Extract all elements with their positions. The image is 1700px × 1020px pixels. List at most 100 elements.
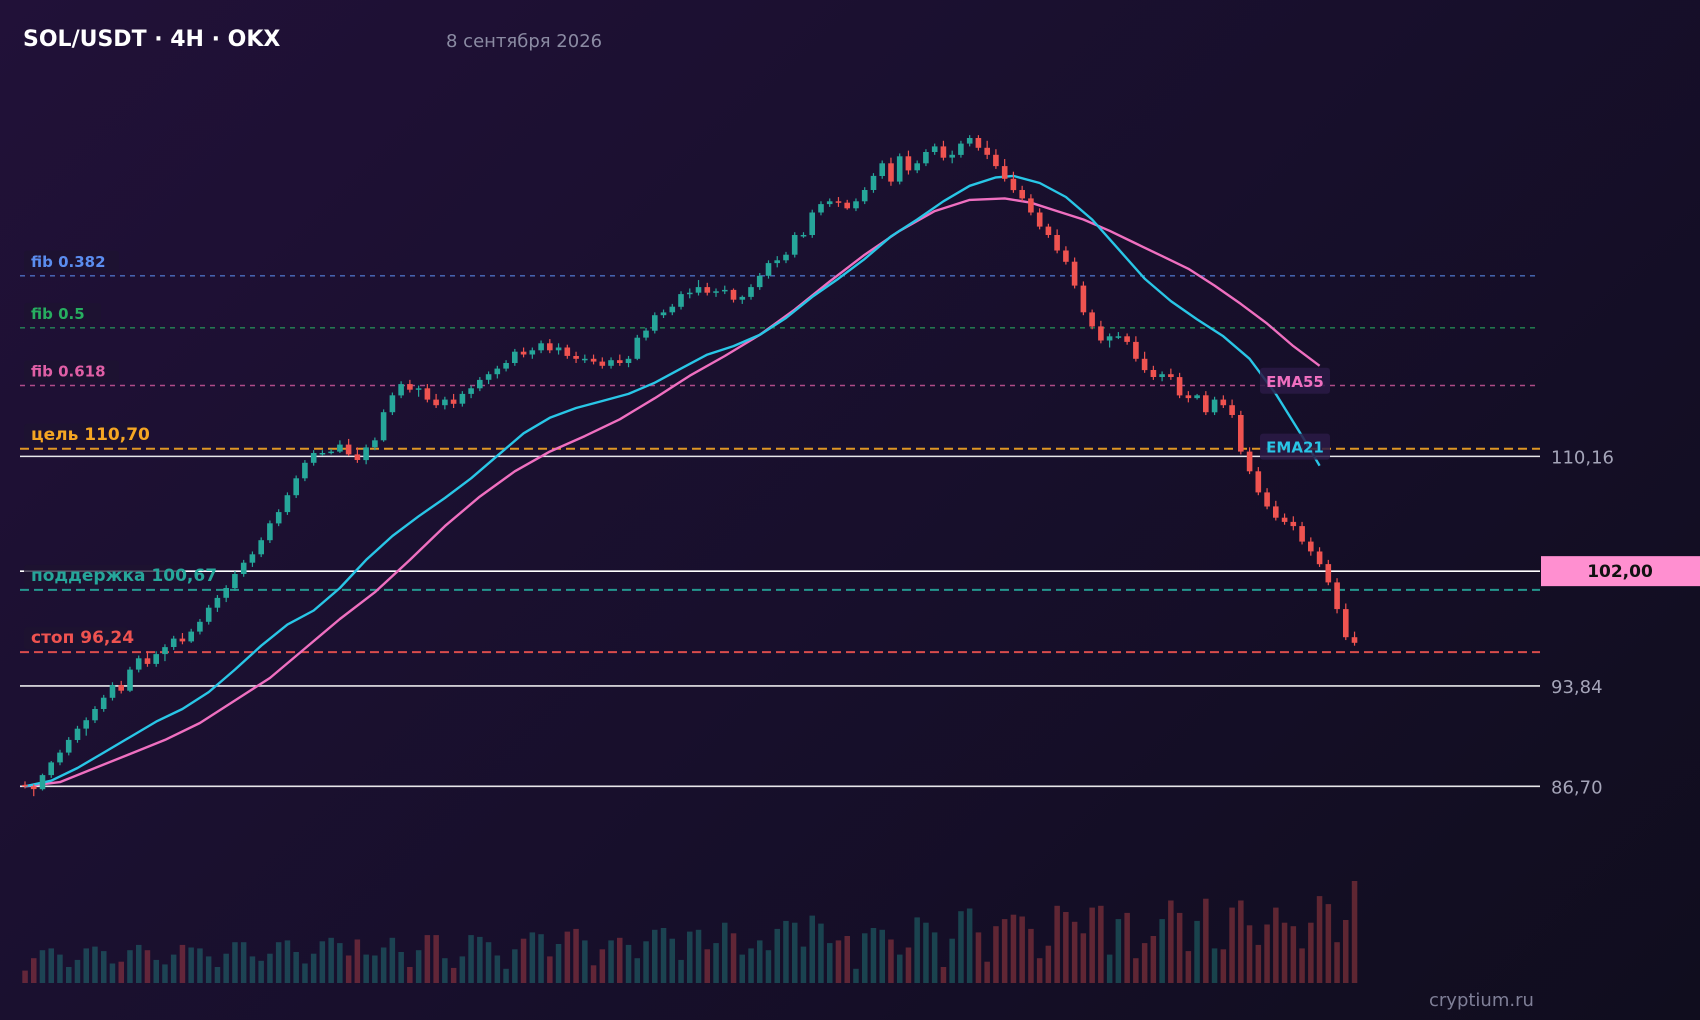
candle-body xyxy=(477,379,483,389)
candle-body xyxy=(258,540,264,555)
volume-bar xyxy=(966,908,973,983)
candle-body xyxy=(468,388,474,394)
volume-bar xyxy=(862,933,868,983)
volume-bar xyxy=(66,967,72,983)
candle-body xyxy=(923,152,929,164)
volume-bar xyxy=(319,941,326,983)
volume-bar xyxy=(162,964,168,983)
volume-bar xyxy=(1028,928,1034,983)
volume-bar xyxy=(547,956,553,983)
volume-bar xyxy=(669,938,675,983)
volume-bar xyxy=(494,955,501,983)
candle-body xyxy=(363,447,369,461)
volume-bar xyxy=(529,932,536,983)
candle-body xyxy=(1273,506,1279,518)
candle-body xyxy=(958,143,964,155)
candle-body xyxy=(1185,395,1192,399)
candle-body xyxy=(1054,235,1060,251)
volume-bar xyxy=(354,939,361,983)
volume-bar xyxy=(1273,907,1279,983)
volume-bar xyxy=(127,950,133,983)
candle-body xyxy=(319,453,326,455)
candle-body xyxy=(643,330,649,338)
volume-bar xyxy=(765,950,772,983)
volume-bar xyxy=(1036,958,1043,983)
candle-body xyxy=(984,147,990,155)
volume-bar xyxy=(1299,948,1305,983)
volume-bar xyxy=(695,929,702,983)
volume-bar xyxy=(993,926,999,983)
candle-body xyxy=(695,287,702,293)
volume-bar xyxy=(101,951,107,983)
volume-bar xyxy=(57,954,63,983)
volume-bar xyxy=(109,963,116,983)
candle-body xyxy=(188,631,194,642)
candle-body xyxy=(949,154,955,158)
candle-body xyxy=(520,351,527,355)
volume-bar xyxy=(1098,905,1104,983)
chart-title: SOL/USDT · 4H · OKX xyxy=(23,27,281,52)
candle-body xyxy=(625,358,632,363)
level-label-support: поддержка 100,67 xyxy=(31,566,217,586)
candle-body xyxy=(109,685,116,698)
candle-body xyxy=(1325,564,1332,583)
candle-body xyxy=(22,784,28,787)
candles xyxy=(22,135,1358,797)
candle-body xyxy=(888,163,894,182)
candle-body xyxy=(442,399,448,406)
candle-body xyxy=(617,360,623,363)
candle-body xyxy=(494,368,501,375)
candle-body xyxy=(240,562,247,574)
candle-body xyxy=(153,654,159,664)
ema55-label-bg xyxy=(1260,367,1330,394)
volume-bar xyxy=(503,968,509,983)
candle-body xyxy=(1071,261,1078,286)
level-label-fib_0382: fib 0.382 xyxy=(31,253,106,271)
volume-bar xyxy=(809,915,815,983)
candle-body xyxy=(547,343,553,351)
candle-body xyxy=(905,156,912,171)
candle-body xyxy=(564,347,571,356)
candle-body xyxy=(407,384,413,390)
candle-body xyxy=(223,588,229,598)
level-labels: fib 0.382 fib 0.5 fib 0.618 цель 110,70 подд… xyxy=(24,250,1330,650)
volume-bar xyxy=(258,960,264,983)
volume-bar xyxy=(905,947,912,983)
candle-body xyxy=(791,235,798,255)
candle-body xyxy=(337,444,343,452)
candle-body xyxy=(879,163,885,176)
volume-bar xyxy=(1203,898,1209,983)
candle-body xyxy=(345,444,352,455)
ema55-label: EMA55 xyxy=(1266,373,1324,391)
volume-bar xyxy=(170,954,177,983)
volume-bar xyxy=(1019,916,1025,983)
candle-body xyxy=(774,260,780,264)
current-price-tag xyxy=(1541,556,1700,587)
candle-body xyxy=(39,775,46,790)
volume-bar xyxy=(1080,933,1087,983)
volume-bar xyxy=(477,936,483,983)
candle-body xyxy=(1168,374,1174,377)
candle-body xyxy=(74,728,81,740)
candle-body xyxy=(1334,582,1340,610)
volume-bar xyxy=(48,948,54,983)
candle-body xyxy=(853,201,859,209)
candle-body xyxy=(1080,285,1087,313)
volume-bar xyxy=(1159,919,1165,983)
candle-body xyxy=(529,350,536,355)
ema-lines xyxy=(24,174,1321,788)
volume-bar xyxy=(827,943,833,983)
candle-body xyxy=(503,363,509,369)
volume-bar xyxy=(1211,948,1218,983)
candle-body xyxy=(1028,198,1034,213)
volume-bar xyxy=(870,928,877,983)
volume-bar xyxy=(153,959,159,983)
ema21-line xyxy=(24,174,1321,788)
volume-bar xyxy=(1150,936,1157,983)
volume-bar xyxy=(407,967,413,983)
volume-bar xyxy=(555,944,562,983)
volume-bar xyxy=(1308,922,1314,983)
level-label-stop: стоп 96,24 xyxy=(31,628,134,648)
candle-body xyxy=(144,658,151,664)
